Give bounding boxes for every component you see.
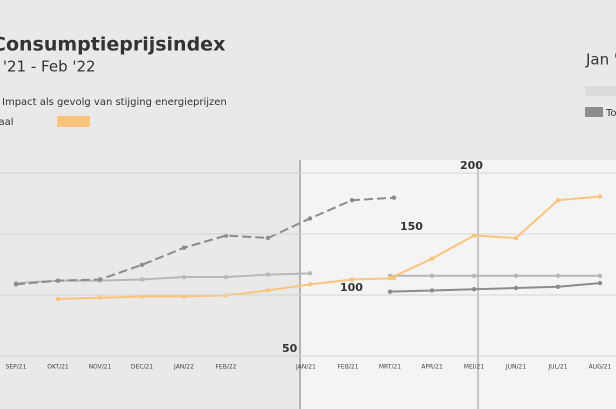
y-tick-label: 100 — [340, 281, 363, 294]
x-tick-label: JAN/21 — [295, 364, 316, 371]
data-point — [555, 273, 561, 278]
data-point — [265, 288, 271, 293]
chart-subtitle: Jan '21 - Feb '22 — [585, 51, 616, 69]
data-point — [97, 277, 103, 282]
data-point — [597, 194, 603, 199]
x-tick-label: MEI/21 — [464, 364, 485, 371]
x-tick-label: NOV/21 — [89, 364, 112, 371]
data-point — [387, 276, 393, 281]
x-tick-label: MRT/21 — [379, 364, 401, 371]
series-line — [389, 282, 601, 293]
series-line — [15, 196, 395, 286]
data-point — [429, 288, 435, 293]
data-point — [139, 277, 145, 282]
legend-swatch — [585, 107, 603, 117]
data-point — [97, 295, 103, 300]
data-point — [139, 262, 145, 268]
y-tick-label: 150 — [400, 220, 423, 233]
data-point — [391, 195, 397, 200]
data-point — [597, 280, 603, 286]
x-tick-label: JAN/22 — [173, 364, 194, 371]
series-line — [389, 195, 601, 280]
data-point — [307, 216, 313, 221]
legend-label: Totaal — [605, 108, 616, 119]
data-point — [429, 273, 435, 278]
y-tick-label: 50 — [282, 342, 298, 355]
data-point — [513, 235, 519, 241]
x-tick-label: DEC/21 — [131, 364, 153, 371]
series-line — [15, 272, 311, 285]
data-point — [349, 277, 355, 282]
data-point — [387, 289, 393, 294]
legend-swatch — [57, 116, 90, 127]
data-point — [513, 273, 519, 278]
legend-swatch — [585, 86, 616, 96]
x-tick-label: OKT/21 — [47, 364, 69, 371]
x-tick-label: SEP/21 — [6, 364, 27, 371]
legend-label: Totaal — [0, 117, 13, 128]
data-point — [55, 278, 61, 283]
legend-label: Impact als gevolg van stijging energiepr… — [2, 97, 227, 108]
data-point — [555, 197, 561, 203]
x-tick-label: JUL/21 — [547, 364, 567, 371]
x-tick-label: APR/21 — [421, 364, 443, 371]
data-point — [223, 274, 229, 280]
data-point — [55, 296, 61, 302]
x-tick-label: FEB/21 — [337, 364, 358, 371]
x-tick-label: AUG/21 — [589, 364, 612, 371]
x-tick-label: FEB/22 — [215, 364, 236, 371]
data-point — [471, 287, 477, 292]
data-point — [307, 271, 313, 276]
chart-subtitle: Jan '21 - Feb '22 — [0, 58, 96, 76]
data-point — [265, 272, 271, 277]
data-point — [471, 273, 477, 278]
data-point — [13, 282, 19, 287]
data-point — [181, 274, 187, 280]
data-point — [429, 256, 435, 261]
data-point — [181, 245, 187, 250]
data-point — [265, 235, 271, 241]
x-tick-label: JUN/21 — [505, 364, 526, 371]
data-point — [597, 273, 603, 278]
data-point — [555, 284, 561, 289]
data-point — [513, 285, 519, 291]
data-point — [349, 197, 355, 203]
y-tick-label: 200 — [460, 159, 483, 172]
chart-title: Consumptieprijsindex — [0, 34, 225, 56]
data-point — [307, 282, 313, 287]
data-point — [471, 233, 477, 238]
